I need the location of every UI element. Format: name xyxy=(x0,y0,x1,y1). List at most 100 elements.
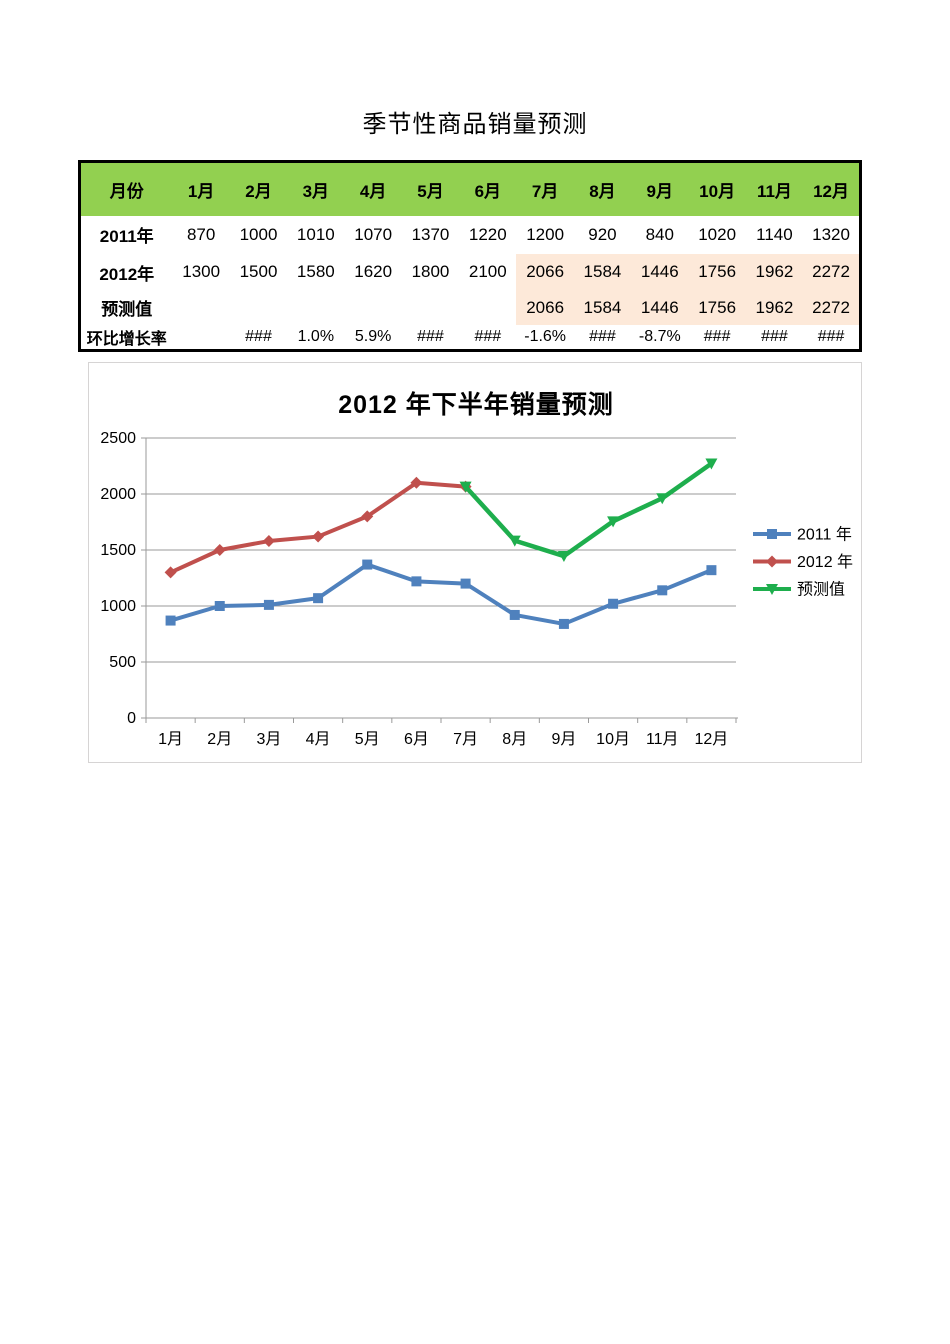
chart-axis-ticks xyxy=(141,437,737,723)
header-cell-month: 8月 xyxy=(589,181,616,201)
y-tick-label: 500 xyxy=(109,654,136,671)
table-cell: 2272 xyxy=(803,253,861,291)
table-cell: 1800 xyxy=(411,262,450,281)
table-cell: -1.6% xyxy=(524,327,567,345)
header-cell-month: 10月 xyxy=(699,181,736,201)
chart-x-tick-labels: 1月 2月 3月 4月 5月 6月 7月 8月 9月 10月 11月 12月 xyxy=(158,731,728,748)
table-cell xyxy=(230,291,287,325)
table-cell: 1140 xyxy=(756,224,793,244)
table-cell: 840 xyxy=(645,224,674,244)
header-cell-month-label: 月份 xyxy=(109,181,144,201)
table-row: 预测值 2066 1584 1446 1756 1962 2272 xyxy=(80,290,861,325)
header-cell-month: 7月 xyxy=(531,181,559,201)
table-cell: 1070 xyxy=(354,224,393,244)
row-label: 2012年 xyxy=(99,264,155,284)
y-tick-label: 0 xyxy=(127,710,136,727)
legend-label: 预测值 xyxy=(797,581,845,599)
series-2011 xyxy=(165,559,717,629)
table-cell: 5.9% xyxy=(354,327,392,345)
table-row: 环比增长率 ### 1.0% 5.9% ### ### -1.6% ### -8.7% ### ##… xyxy=(80,325,861,351)
table-row: 2012年 1300 1500 1580 1620 1800 2100 2066 1584 144… xyxy=(80,253,861,291)
x-tick-label: 3月 xyxy=(256,731,281,748)
row-label: 预测值 xyxy=(101,300,153,319)
header-cell-month: 2月 xyxy=(245,181,272,201)
chart-y-tick-labels: 0 500 1000 1500 2000 2500 xyxy=(100,430,136,727)
page-title: 季节性商品销量预测 xyxy=(362,111,588,138)
header-cell-month: 4月 xyxy=(359,181,387,201)
table-cell: 1000 xyxy=(239,224,278,244)
table-cell: 1756 xyxy=(688,253,746,291)
table-cell: 1220 xyxy=(468,224,507,244)
table-body: 2011年 870 1000 1010 1070 1370 1220 1200 920 840 10… xyxy=(80,216,861,351)
table-cell: 2100 xyxy=(468,262,507,281)
table-cell xyxy=(173,325,230,351)
table-cell: 1580 xyxy=(296,262,335,281)
x-tick-label: 8月 xyxy=(502,731,527,748)
header-cell-month: 1月 xyxy=(187,181,215,201)
y-tick-label: 2000 xyxy=(100,486,136,503)
table-cell: 2066 xyxy=(516,253,574,291)
series-forecast xyxy=(459,458,718,563)
table-cell: ### xyxy=(589,327,616,345)
chart-title: 2012 年下半年销量预测 xyxy=(338,391,614,419)
y-tick-label: 2500 xyxy=(100,430,136,447)
table-cell: 1446 xyxy=(631,290,689,325)
table-header-row: 月份 1月 2月 3月 4月 5月 6月 7月 8月 9月 10月 11月 12月 xyxy=(79,161,861,216)
table-cell: 1620 xyxy=(354,262,393,281)
table-cell xyxy=(287,291,344,325)
header-cell-month: 11月 xyxy=(756,181,792,201)
table-cell: 1.0% xyxy=(297,327,335,345)
x-tick-label: 7月 xyxy=(453,731,478,748)
row-label: 2011年 xyxy=(99,227,154,246)
x-tick-label: 6月 xyxy=(404,731,429,748)
table-cell: 1962 xyxy=(745,253,804,291)
table-cell: 1010 xyxy=(296,224,335,244)
header-cell-month: 5月 xyxy=(417,181,444,201)
table-cell: 1584 xyxy=(573,290,632,325)
table-cell: ### xyxy=(817,327,845,345)
table-cell: 2272 xyxy=(803,290,861,325)
legend-label: 2011 年 xyxy=(797,526,852,544)
table-cell: 1446 xyxy=(631,253,689,291)
table-cell: 1962 xyxy=(745,290,804,325)
table-cell: 1756 xyxy=(688,290,746,325)
table-cell: 920 xyxy=(588,224,617,244)
table-cell: -8.7% xyxy=(638,327,681,345)
table-cell: ### xyxy=(245,327,272,345)
header-cell-month: 9月 xyxy=(646,181,674,201)
x-tick-label: 11月 xyxy=(646,731,679,748)
table-cell: 1584 xyxy=(573,253,632,291)
table-cell: 1320 xyxy=(812,224,850,244)
table-cell: 1020 xyxy=(698,224,737,244)
chart-gridlines xyxy=(146,437,736,719)
chart-canvas: 0 500 1000 1500 2000 2500 1月 2月 3月 4月 5月 6月 7月 8月 9月 10… xyxy=(100,430,853,748)
table-cell: 1300 xyxy=(182,262,221,281)
sales-forecast-chart: 2012 年下半年销量预测 0 500 1000 1500 2000 2500 1月 2月 3月… xyxy=(88,362,862,763)
table-cell: 1370 xyxy=(411,224,450,244)
table-cell xyxy=(459,291,516,325)
table-cell: 870 xyxy=(186,224,216,244)
x-tick-label: 2月 xyxy=(207,731,232,748)
x-tick-label: 10月 xyxy=(596,731,630,748)
table-cell: ### xyxy=(761,327,788,345)
x-tick-label: 5月 xyxy=(355,731,380,748)
table-cell: ### xyxy=(703,327,731,345)
table-cell: 1500 xyxy=(239,262,278,281)
table-header: 月份 1月 2月 3月 4月 5月 6月 7月 8月 9月 10月 11月 12月 xyxy=(79,161,861,216)
x-tick-label: 9月 xyxy=(551,731,576,748)
table-cell: 1200 xyxy=(526,224,565,244)
table-cell: 2066 xyxy=(516,290,574,325)
header-cell-month: 3月 xyxy=(302,181,330,201)
y-tick-label: 1000 xyxy=(100,598,136,615)
row-label: 环比增长率 xyxy=(86,330,167,348)
header-cell-month: 6月 xyxy=(474,181,502,201)
table-row: 2011年 870 1000 1010 1070 1370 1220 1200 920 840 10… xyxy=(80,216,861,254)
header-cell-month: 12月 xyxy=(813,181,850,201)
table-cell xyxy=(402,291,459,325)
y-tick-label: 1500 xyxy=(100,542,136,559)
x-tick-label: 4月 xyxy=(306,731,331,748)
legend-label: 2012 年 xyxy=(797,553,853,571)
forecast-table: 月份 1月 2月 3月 4月 5月 6月 7月 8月 9月 10月 11月 12月 2011年 870 10… xyxy=(78,160,862,352)
x-tick-label: 12月 xyxy=(695,731,729,748)
